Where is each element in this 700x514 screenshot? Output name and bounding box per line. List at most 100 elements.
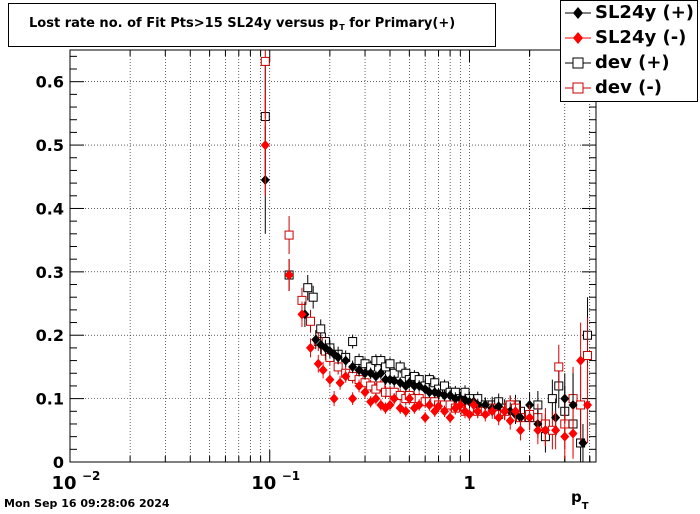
- data-point: [424, 387, 434, 398]
- legend-entry: SL24y (-): [561, 26, 697, 50]
- data-point: [303, 283, 313, 293]
- data-point: [583, 351, 593, 361]
- data-point: [376, 381, 386, 391]
- data-point: [420, 412, 430, 423]
- chart-title: Lost rate no. of Fit Pts>15 SL24y versus…: [29, 16, 455, 32]
- y-tick-label: 0.1: [36, 390, 64, 409]
- data-point: [389, 393, 399, 404]
- data-point: [560, 393, 570, 404]
- data-point: [440, 406, 450, 417]
- data-point: [316, 324, 326, 334]
- legend: SL24y (+) SL24y (-) dev (+) dev (-): [560, 0, 698, 102]
- data-point: [480, 409, 490, 420]
- legend-label: SL24y (-): [595, 27, 687, 48]
- data-point: [515, 412, 525, 423]
- data-point: [494, 412, 504, 423]
- data-point: [260, 140, 270, 151]
- data-point: [348, 393, 358, 404]
- data-point: [473, 406, 483, 417]
- data-point: [360, 368, 370, 379]
- data-point: [445, 412, 455, 423]
- data-point: [329, 393, 339, 404]
- data-point: [547, 394, 557, 404]
- data-point: [313, 358, 323, 369]
- data-point: [318, 365, 328, 376]
- data-point: [414, 399, 424, 410]
- plot-frame: [69, 49, 597, 463]
- data-point: [568, 428, 578, 439]
- data-point: [376, 356, 386, 366]
- legend-marker-open-square-icon: [565, 57, 591, 69]
- data-point: [560, 431, 570, 442]
- x-axis-title: pT: [571, 488, 589, 512]
- data-point: [540, 425, 550, 436]
- data-point: [533, 425, 543, 436]
- data-point: [284, 270, 294, 281]
- x-tick-label-exponent: −1: [282, 469, 300, 483]
- y-tick-label: 0: [53, 453, 64, 472]
- chart-title-main: Lost rate no. of Fit Pts>15 SL24y versus…: [29, 16, 339, 31]
- data-point: [434, 401, 444, 412]
- legend-entry: dev (-): [561, 76, 697, 100]
- legend-marker-filled-diamond-icon: [565, 7, 591, 19]
- data-point: [464, 409, 474, 420]
- data-point: [578, 437, 588, 448]
- data-point: [308, 292, 318, 302]
- data-point: [505, 415, 515, 426]
- grid: [70, 50, 596, 462]
- data-point: [455, 399, 465, 410]
- data-point: [306, 342, 316, 353]
- data-point: [480, 399, 490, 410]
- data-point: [568, 399, 578, 410]
- data-point: [494, 401, 504, 412]
- data-point: [401, 406, 411, 417]
- data-point: [551, 425, 561, 436]
- data-point: [284, 230, 294, 240]
- data-point: [371, 393, 381, 404]
- data-point: [395, 362, 405, 372]
- data-series: [260, 50, 593, 462]
- data-point: [333, 352, 343, 363]
- data-point: [354, 380, 364, 391]
- data-point: [424, 399, 434, 410]
- data-point: [554, 362, 564, 372]
- timestamp: Mon Sep 16 09:28:06 2024: [4, 497, 170, 510]
- axis-tick-labels: 0 0.1 0.2 0.3 0.4 0.5 0.6 10 −2 10 −1 1: [36, 73, 476, 494]
- x-tick-label: 1: [463, 473, 476, 494]
- data-point: [500, 406, 510, 417]
- data-point: [341, 371, 351, 382]
- data-point: [348, 361, 358, 372]
- chart-title-sub: T: [339, 23, 345, 32]
- x-axis-title-main: p: [571, 488, 582, 506]
- data-point: [469, 399, 479, 410]
- data-point: [404, 393, 414, 404]
- chart-title-tail: for Primary(+): [344, 16, 456, 31]
- data-point: [297, 309, 307, 320]
- data-point: [409, 380, 419, 391]
- x-tick-label: 10: [51, 473, 76, 494]
- x-axis-title-sub: T: [581, 501, 589, 512]
- data-point: [360, 387, 370, 398]
- data-point: [525, 412, 535, 423]
- data-point: [385, 399, 395, 410]
- legend-marker-open-square-icon: [565, 82, 591, 94]
- data-point: [311, 334, 321, 345]
- data-point: [306, 316, 316, 326]
- chart-title-box: Lost rate no. of Fit Pts>15 SL24y versus…: [8, 3, 496, 47]
- data-point: [487, 406, 497, 417]
- x-tick-label: 10: [251, 473, 276, 494]
- y-tick-label: 0.3: [36, 263, 64, 282]
- legend-marker-filled-diamond-icon: [565, 32, 591, 44]
- data-point: [576, 355, 586, 366]
- legend-label: dev (-): [595, 77, 663, 98]
- y-tick-label: 0.4: [36, 199, 64, 218]
- y-tick-label: 0.6: [36, 73, 64, 92]
- data-point: [450, 393, 460, 404]
- data-point: [376, 368, 386, 379]
- y-tick-label: 0.2: [36, 326, 64, 345]
- data-point: [260, 56, 270, 66]
- data-point: [385, 359, 395, 369]
- legend-entry: SL24y (+): [561, 1, 697, 25]
- data-point: [583, 399, 593, 410]
